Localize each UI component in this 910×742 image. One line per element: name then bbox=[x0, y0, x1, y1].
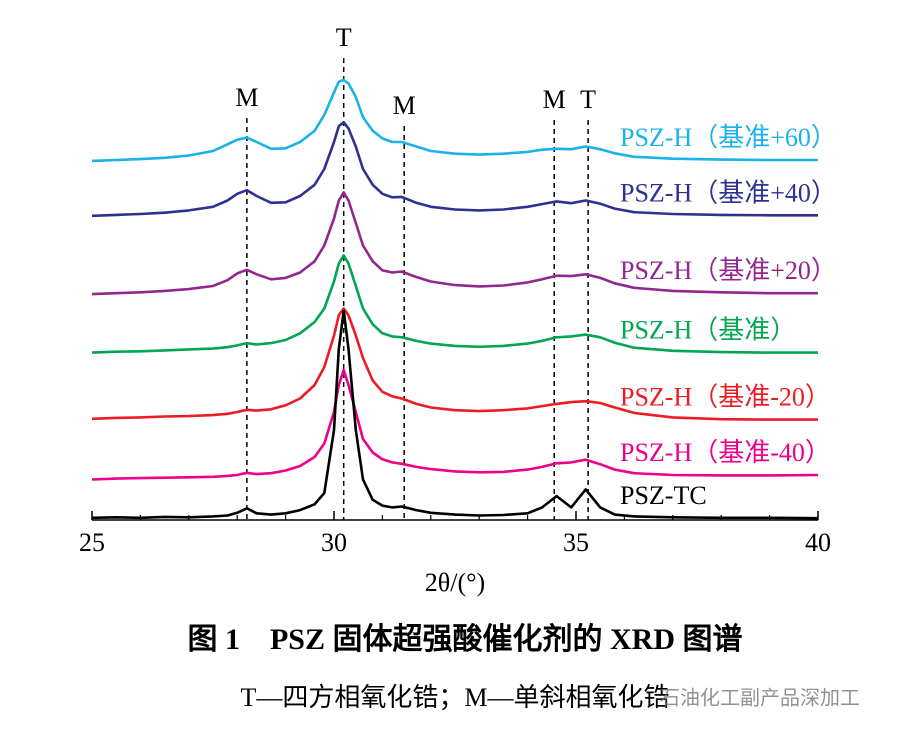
series-line bbox=[91, 307, 818, 421]
series-line bbox=[91, 120, 818, 218]
series-line bbox=[91, 191, 818, 296]
series-line bbox=[91, 309, 819, 520]
legend-label: PSZ-H（基准+40） bbox=[620, 178, 837, 207]
legend-label: PSZ-H（基准） bbox=[620, 316, 796, 345]
watermark: 石油化工副产品深加工 bbox=[660, 687, 860, 710]
x-tick-label: 25 bbox=[79, 528, 105, 557]
caption: 图 1 PSZ 固体超强酸催化剂的 XRD 图谱 bbox=[187, 623, 742, 656]
series-line bbox=[91, 254, 818, 354]
reference-label: M bbox=[393, 91, 416, 120]
series-line bbox=[91, 78, 818, 163]
reference-label: M bbox=[235, 83, 258, 112]
legend-label: PSZ-H（基准-40） bbox=[620, 438, 831, 467]
legend-label: PSZ-H（基准-20） bbox=[620, 383, 831, 412]
legend-label: PSZ-H（基准+20） bbox=[620, 256, 837, 285]
reference-label: T bbox=[336, 23, 352, 52]
x-tick-label: 35 bbox=[563, 528, 589, 557]
x-tick-label: 40 bbox=[805, 528, 831, 557]
x-axis-label: 2θ/(°) bbox=[425, 568, 485, 597]
reference-label: M bbox=[543, 85, 566, 114]
legend-label: PSZ-TC bbox=[620, 481, 707, 510]
legend-label: PSZ-H（基准+60） bbox=[620, 123, 837, 152]
x-tick-label: 30 bbox=[321, 528, 347, 557]
series-line bbox=[91, 368, 819, 481]
reference-label: T bbox=[580, 85, 596, 114]
subcaption: T—四方相氧化锆；M—单斜相氧化锆 bbox=[240, 683, 669, 712]
